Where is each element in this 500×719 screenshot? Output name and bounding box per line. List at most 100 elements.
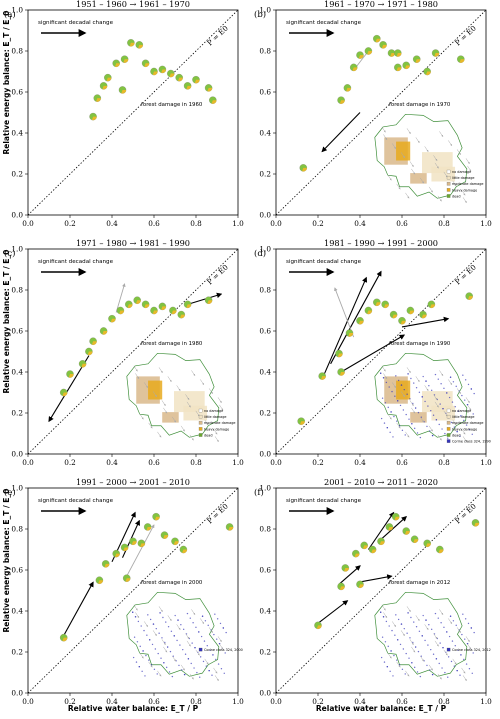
data-point xyxy=(364,47,373,55)
y-tick-label: 0.6 xyxy=(11,88,23,97)
panel-4: 0.0 0.2 0.4 0.6 0.8 1.00.00.20.40.60.81.0(d)1… xyxy=(254,238,492,467)
y-tick-label: 1.0 xyxy=(259,245,271,254)
x-tick-label: 0.4 xyxy=(354,458,366,467)
data-point xyxy=(337,96,345,104)
data-point xyxy=(85,347,93,356)
data-point xyxy=(127,39,135,47)
legend-item: Corine class 324, 2012 xyxy=(452,648,491,652)
data-point xyxy=(389,310,398,319)
data-point xyxy=(99,82,108,90)
y-tick-label: 0.4 xyxy=(11,607,23,616)
data-point xyxy=(204,84,213,92)
data-point xyxy=(364,306,373,315)
data-point xyxy=(314,621,322,630)
y-tick-label: 0.4 xyxy=(11,129,23,138)
panel-title: 1991 – 2000 → 2001 – 2010 xyxy=(76,477,190,487)
data-point xyxy=(171,537,179,546)
data-point xyxy=(137,539,146,548)
y-tick-label: 0.8 xyxy=(259,286,271,295)
y-tick-label: 1.0 xyxy=(11,245,23,254)
y-tick-label: 0.6 xyxy=(11,327,23,336)
x-tick-label: 0.8 xyxy=(190,458,202,467)
y-tick-label: 1.0 xyxy=(11,484,23,493)
legend-item: little damage xyxy=(452,415,475,419)
data-point xyxy=(59,633,68,642)
data-point xyxy=(431,49,440,57)
inset-map: no damage little damage moderate damage hea… xyxy=(126,352,235,442)
significant-label: significant decadal change xyxy=(38,20,114,26)
inset-title: forest damage in 1980 xyxy=(141,341,203,347)
x-axis-label: Relative water balance: E_T / P xyxy=(68,704,199,713)
data-point xyxy=(89,112,97,121)
significant-label: significant decadal change xyxy=(286,259,362,265)
data-point xyxy=(343,84,352,92)
y-tick-label: 0.8 xyxy=(11,47,23,56)
data-point xyxy=(381,300,389,309)
y-axis-label: Relative energy balance: E_T / E_0 xyxy=(2,489,11,633)
legend-item: heavy damage xyxy=(204,427,229,431)
x-tick-label: 0.2 xyxy=(64,458,76,467)
significant-label: significant decadal change xyxy=(38,259,114,265)
data-point xyxy=(471,519,480,527)
data-point xyxy=(135,41,144,49)
data-point xyxy=(377,537,385,546)
diagonal-line xyxy=(275,248,487,455)
y-tick-label: 1.0 xyxy=(259,6,271,15)
x-tick-label: 0.6 xyxy=(396,458,408,467)
data-point xyxy=(337,368,345,376)
data-point xyxy=(406,306,415,315)
data-point xyxy=(465,292,473,300)
data-point xyxy=(373,298,381,307)
panel-5: 0.0 0.2 0.4 0.6 0.8 1.00.00.20.40.60.81.0(e)1… xyxy=(2,477,244,713)
legend-item: little damage xyxy=(452,176,475,180)
x-tick-label: 0.2 xyxy=(312,219,324,228)
y-tick-label: 0.6 xyxy=(259,88,271,97)
data-point xyxy=(167,69,175,78)
x-tick-label: 0.4 xyxy=(354,697,366,706)
panel-2: 0.0 0.2 0.4 0.6 0.8 1.00.00.20.40.60.81.0(b)1… xyxy=(254,0,492,228)
trajectory-arrow xyxy=(367,511,395,550)
data-point xyxy=(337,582,345,591)
data-point xyxy=(143,523,152,531)
data-point xyxy=(158,302,167,311)
data-point xyxy=(118,86,127,94)
legend-item: no damage xyxy=(452,170,471,174)
data-point xyxy=(427,300,436,309)
inset-title: forest damage in 1960 xyxy=(141,102,203,108)
trajectory-arrow xyxy=(378,515,408,542)
legend-item: dead xyxy=(452,433,460,437)
y-tick-label: 0.0 xyxy=(259,689,271,698)
inset-map: Corine class 324, 2012 xyxy=(374,591,491,681)
data-point xyxy=(318,372,326,380)
data-point xyxy=(419,310,427,319)
x-tick-label: 0.6 xyxy=(148,458,160,467)
inset-map: no damage little damage moderate damage hea… xyxy=(374,352,491,444)
x-tick-label: 1.0 xyxy=(480,458,492,467)
x-tick-label: 0.8 xyxy=(190,219,202,228)
panel-title: 1951 – 1960 → 1961 – 1970 xyxy=(76,0,190,9)
y-tick-label: 0.6 xyxy=(11,566,23,575)
data-point xyxy=(122,574,131,582)
data-point xyxy=(387,49,396,57)
data-point xyxy=(66,370,74,378)
data-point xyxy=(457,55,465,63)
x-tick-label: 0.4 xyxy=(106,219,118,228)
inset-map: Corine class 324, 2000 xyxy=(126,591,243,681)
data-point xyxy=(402,61,410,70)
data-point xyxy=(150,306,158,315)
data-point xyxy=(373,34,381,43)
inset-title: forest damage in 1970 xyxy=(389,102,451,108)
y-tick-label: 0.2 xyxy=(259,409,271,418)
significant-label: significant decadal change xyxy=(38,498,114,504)
data-point xyxy=(297,417,305,425)
legend-item: dead xyxy=(204,433,212,437)
x-tick-label: 1.0 xyxy=(480,219,492,228)
data-point xyxy=(299,164,308,172)
data-point xyxy=(225,523,234,531)
data-point xyxy=(391,512,400,521)
panel-title: 1961 – 1970 → 1971 – 1980 xyxy=(324,0,438,9)
y-tick-label: 0.0 xyxy=(11,450,23,459)
y-tick-label: 0.4 xyxy=(259,607,271,616)
significant-label: significant decadal change xyxy=(286,20,362,26)
